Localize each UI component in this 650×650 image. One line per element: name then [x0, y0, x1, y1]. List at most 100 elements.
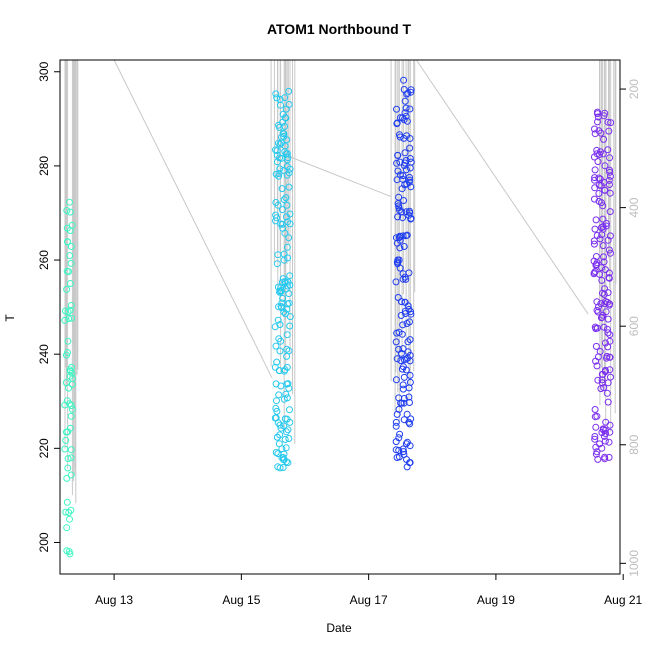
- data-point: [591, 184, 599, 192]
- data-point: [273, 358, 281, 366]
- data-point: [274, 139, 282, 147]
- x-tick-label: Aug 15: [222, 593, 260, 607]
- data-point: [606, 428, 614, 436]
- data-point: [406, 105, 414, 113]
- data-point: [598, 231, 606, 239]
- data-point: [397, 312, 405, 319]
- data-point: [406, 442, 414, 450]
- data-point: [68, 380, 76, 388]
- data-point: [282, 458, 290, 466]
- data-point: [392, 446, 400, 454]
- data-point: [600, 432, 608, 440]
- data-point: [62, 436, 70, 444]
- data-point: [406, 173, 413, 181]
- data-point: [402, 232, 410, 240]
- data-point: [64, 464, 72, 472]
- data-point: [395, 204, 403, 212]
- data-point: [67, 471, 75, 479]
- data-point: [601, 186, 609, 194]
- data-point: [607, 119, 615, 127]
- data-point: [286, 322, 294, 330]
- data-point: [405, 393, 413, 401]
- data-point: [393, 355, 401, 363]
- data-point: [606, 168, 614, 176]
- data-point: [604, 379, 612, 387]
- data-point: [285, 87, 293, 95]
- data-point: [63, 428, 70, 436]
- data-point: [595, 174, 603, 182]
- data-point: [393, 105, 400, 113]
- data-point: [406, 336, 414, 344]
- data-point: [600, 135, 608, 143]
- data-point: [605, 301, 613, 309]
- data-point: [64, 349, 71, 356]
- data-point: [281, 436, 289, 443]
- data-point: [605, 246, 613, 254]
- data-point: [398, 365, 406, 373]
- x-axis-label: Date: [326, 621, 352, 635]
- data-point: [392, 376, 400, 384]
- data-point: [394, 167, 402, 175]
- data-point: [272, 90, 280, 98]
- data-point: [65, 315, 73, 322]
- data-point: [277, 288, 285, 296]
- data-point: [67, 243, 75, 250]
- data-point: [605, 127, 613, 135]
- data-point: [281, 229, 289, 237]
- data-point: [400, 76, 408, 84]
- data-point: [274, 201, 282, 209]
- data-point: [273, 151, 281, 159]
- profile-segment: [270, 60, 296, 472]
- data-point: [601, 366, 609, 374]
- data-point: [278, 185, 286, 193]
- data-point: [401, 298, 409, 306]
- data-point: [395, 405, 403, 413]
- data-point: [590, 240, 598, 248]
- data-point: [277, 302, 285, 310]
- data-point: [400, 86, 408, 93]
- data-point: [273, 147, 281, 155]
- data-point: [594, 108, 601, 116]
- data-point: [278, 133, 285, 141]
- data-point: [591, 435, 599, 443]
- data-point: [604, 398, 612, 406]
- data-point: [601, 109, 609, 117]
- data-point: [598, 224, 605, 232]
- y-axis: 200 220 240 260 280 300: [37, 61, 60, 552]
- data-point: [275, 440, 283, 448]
- data-point: [66, 515, 73, 523]
- data-point: [400, 448, 407, 456]
- data-point: [605, 274, 613, 282]
- data-point: [590, 269, 598, 277]
- data-point: [63, 474, 71, 482]
- y2-tick-label: 600: [627, 316, 641, 336]
- data-point: [604, 329, 612, 337]
- data-point: [274, 316, 282, 324]
- data-point: [280, 308, 288, 316]
- data-point: [273, 94, 281, 102]
- data-point: [393, 176, 401, 184]
- data-point: [271, 323, 279, 331]
- data-point: [67, 367, 75, 375]
- data-point: [274, 251, 282, 259]
- data-point: [276, 431, 284, 439]
- connector-line: [288, 156, 392, 197]
- data-point: [279, 129, 287, 137]
- data-point: [591, 195, 598, 203]
- data-point: [396, 264, 404, 272]
- data-point: [282, 194, 290, 202]
- data-point: [598, 264, 605, 272]
- data-point: [591, 174, 599, 182]
- data-point: [591, 176, 598, 184]
- data-point: [61, 316, 69, 324]
- data-point: [605, 176, 613, 184]
- data-point: [595, 190, 603, 197]
- data-point: [286, 272, 294, 280]
- data-point: [601, 455, 609, 463]
- data-point: [272, 380, 280, 388]
- data-point: [399, 385, 407, 393]
- data-point: [276, 347, 284, 355]
- profile-segment: [590, 60, 617, 463]
- data-point: [403, 320, 411, 327]
- data-point: [280, 395, 288, 403]
